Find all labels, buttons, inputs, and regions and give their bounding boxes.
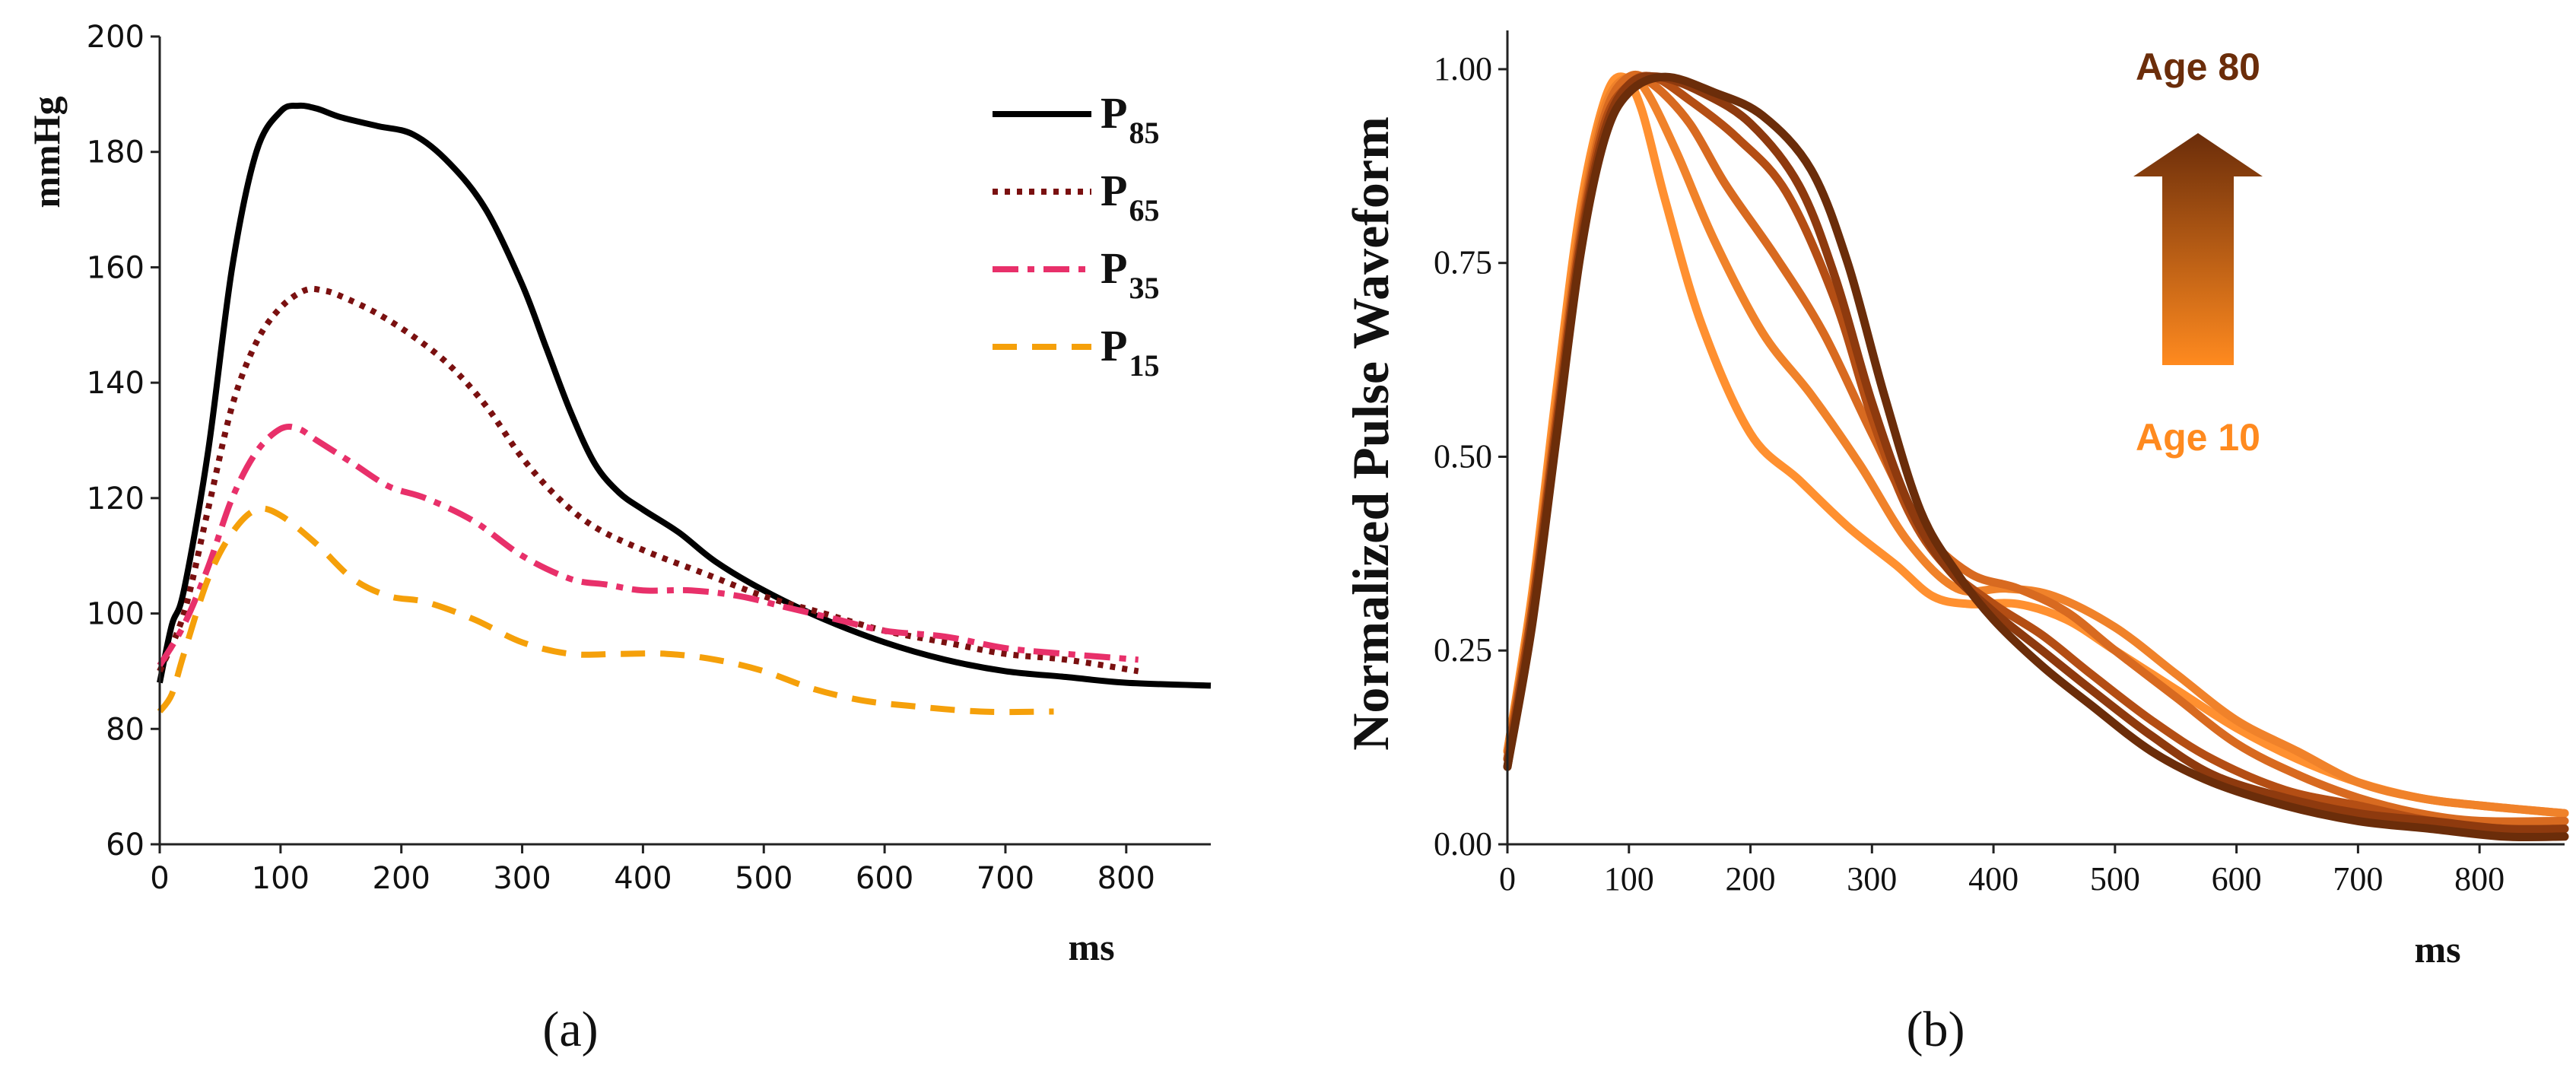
chart-a-series-p65	[157, 285, 1139, 675]
chart-a-x-tick-label: 200	[373, 861, 430, 896]
chart-b-x-tick-label: 0	[1499, 860, 1516, 898]
chart-a-legend: P85 P65 P35 P15	[993, 88, 1159, 383]
age-gradient-arrow-icon	[2133, 133, 2263, 365]
chart-b-y-axis-label: Normalized Pulse Waveform	[1342, 116, 1399, 750]
age-10-label: Age 10	[2136, 416, 2260, 459]
chart-b-x-tick-label: 200	[1726, 860, 1776, 898]
chart-a-ticks: 0 100 200 300 400 500 600 700 800 60 80 100 120 140 16…	[87, 20, 1155, 896]
chart-a-x-tick-label: 500	[735, 861, 792, 896]
chart-b-y-tick-label: 0.75	[1434, 244, 1492, 281]
chart-a-x-tick-label: 800	[1097, 861, 1155, 896]
chart-b-lines	[1503, 70, 2569, 842]
chart-a-y-tick-label: 60	[106, 828, 145, 863]
chart-a: 0 100 200 300 400 500 600 700 800 60 80 100 120 140 16…	[25, 20, 1212, 1057]
chart-a-x-axis-label: ms	[1068, 926, 1114, 968]
chart-a-y-tick-label: 200	[87, 20, 145, 55]
age-80-label: Age 80	[2136, 46, 2260, 88]
chart-b-panel-label: (b)	[1907, 1002, 1965, 1057]
chart-a-x-tick-label: 700	[977, 861, 1034, 896]
chart-a-y-tick-label: 120	[87, 481, 145, 516]
chart-b-x-tick-label: 400	[1968, 860, 2019, 898]
chart-b-series-age-20	[1503, 71, 2569, 818]
chart-a-axes	[158, 37, 1211, 846]
chart-a-y-tick-label: 180	[87, 135, 145, 170]
chart-a-x-tick-label: 300	[493, 861, 551, 896]
chart-a-x-tick-label: 0	[150, 861, 169, 896]
legend-label-p85: P85	[1101, 88, 1159, 150]
chart-a-y-tick-label: 160	[87, 250, 145, 285]
chart-b-x-tick-label: 700	[2333, 860, 2383, 898]
chart-a-y-tick-label: 140	[87, 366, 145, 401]
chart-b-series-age-10	[1503, 72, 2569, 818]
chart-b-series-age-80	[1503, 72, 2569, 842]
chart-b-series-age-30	[1503, 70, 2569, 826]
chart-a-panel-label: (a)	[542, 1002, 598, 1057]
chart-a-y-axis-label: mmHg	[25, 96, 68, 208]
chart-a-y-tick-label: 80	[106, 712, 145, 747]
legend-label-p35: P35	[1101, 243, 1159, 305]
chart-a-series-p85	[157, 102, 1212, 689]
age-arrow	[2133, 133, 2263, 365]
legend-label-p65: P65	[1101, 166, 1159, 227]
legend-label-p15: P15	[1101, 321, 1159, 383]
chart-b: 0 100 200 300 400 500 600 700 800 0.00 0.25 0.50 0.7…	[1342, 30, 2569, 1057]
chart-b-ticks: 0 100 200 300 400 500 600 700 800 0.00 0.25 0.50 0.7…	[1434, 50, 2505, 898]
chart-b-x-tick-label: 500	[2090, 860, 2140, 898]
chart-a-x-tick-label: 600	[856, 861, 913, 896]
chart-a-x-tick-label: 100	[252, 861, 310, 896]
chart-a-series-p35	[157, 423, 1139, 667]
chart-b-x-tick-label: 100	[1604, 860, 1654, 898]
chart-a-lines	[157, 102, 1212, 716]
chart-b-y-tick-label: 0.00	[1434, 825, 1492, 863]
chart-b-x-tick-label: 800	[2454, 860, 2505, 898]
chart-a-series-p15	[157, 505, 1054, 716]
chart-b-x-axis-label: ms	[2414, 928, 2460, 971]
chart-b-x-tick-label: 600	[2212, 860, 2262, 898]
chart-a-x-tick-label: 400	[614, 861, 672, 896]
chart-b-x-tick-label: 300	[1847, 860, 1897, 898]
chart-b-y-tick-label: 1.00	[1434, 50, 1492, 87]
chart-b-y-tick-label: 0.25	[1434, 631, 1492, 669]
chart-a-y-tick-label: 100	[87, 597, 145, 632]
chart-b-axes	[1506, 30, 2565, 846]
chart-b-y-tick-label: 0.50	[1434, 437, 1492, 475]
